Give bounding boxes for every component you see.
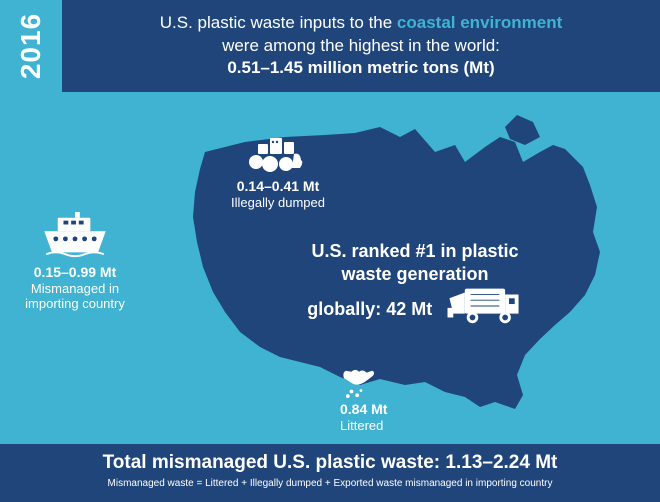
main-area: 0.15–0.99 Mt Mismanaged in importing cou…	[0, 92, 660, 444]
year-text: 2016	[15, 13, 47, 79]
header: 2016 U.S. plastic waste inputs to the co…	[0, 0, 660, 92]
litter-label: Littered	[340, 418, 460, 434]
footer-sub: Mismanaged waste = Littered + Illegally …	[0, 478, 660, 489]
ship-icon	[36, 212, 114, 260]
ship-label1: Mismanaged in	[10, 281, 140, 297]
header-line3: 0.51–1.45 million metric tons (Mt)	[82, 57, 640, 80]
ship-callout: 0.15–0.99 Mt Mismanaged in importing cou…	[10, 212, 140, 312]
dump-label: Illegally dumped	[208, 195, 348, 211]
header-text: U.S. plastic waste inputs to the coastal…	[62, 4, 660, 89]
footer-main: Total mismanaged U.S. plastic waste: 1.1…	[0, 452, 660, 474]
header-line1-pre: U.S. plastic waste inputs to the	[160, 13, 397, 32]
dump-value: 0.14–0.41 Mt	[208, 178, 348, 195]
litter-callout: 0.84 Mt Littered	[340, 367, 460, 433]
header-line1: U.S. plastic waste inputs to the coastal…	[82, 12, 640, 35]
header-highlight: coastal environment	[397, 13, 562, 32]
footer: Total mismanaged U.S. plastic waste: 1.1…	[0, 444, 660, 502]
waste-pile-icon	[246, 134, 310, 174]
littering-hand-icon	[340, 367, 380, 399]
garbage-truck-icon	[445, 281, 523, 329]
dump-callout: 0.14–0.41 Mt Illegally dumped	[208, 134, 348, 210]
litter-value: 0.84 Mt	[340, 401, 460, 418]
rank-line1: U.S. ranked #1 in plastic	[311, 241, 518, 261]
year-block: 2016	[0, 0, 62, 92]
ship-label2: importing country	[10, 296, 140, 312]
rank-callout: U.S. ranked #1 in plastic waste generati…	[280, 240, 550, 335]
header-line2: were among the highest in the world:	[82, 35, 640, 58]
ship-value: 0.15–0.99 Mt	[10, 264, 140, 281]
infographic-root: 2016 U.S. plastic waste inputs to the co…	[0, 0, 660, 502]
rank-line3: globally: 42 Mt	[307, 299, 432, 319]
